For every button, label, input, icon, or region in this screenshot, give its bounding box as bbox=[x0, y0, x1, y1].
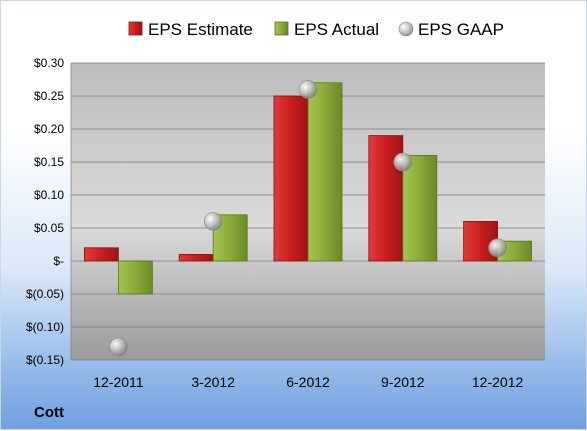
legend-marker bbox=[398, 21, 414, 37]
y-tick-label: $- bbox=[53, 254, 64, 268]
legend-label: EPS Estimate bbox=[148, 20, 253, 39]
y-tick-label: $0.30 bbox=[34, 56, 64, 70]
legend: EPS Estimate EPS Actual EPS GAAP bbox=[128, 20, 504, 39]
eps-gaap-marker bbox=[393, 152, 413, 172]
y-tick-label: $(0.15) bbox=[26, 353, 64, 367]
eps-actual-bar bbox=[307, 82, 343, 262]
y-tick-label: $0.20 bbox=[34, 122, 64, 136]
eps-gaap-marker bbox=[298, 80, 318, 99]
x-tick-label: 12-2011 bbox=[93, 374, 144, 390]
x-axis-ticks: 12-2011 3-2012 6-2012 9-2012 12-2012 bbox=[93, 374, 523, 390]
eps-estimate-bar bbox=[178, 253, 214, 262]
eps-estimate-bar bbox=[273, 95, 309, 262]
eps-gaap-marker bbox=[203, 212, 223, 231]
eps-estimate-bar bbox=[84, 247, 119, 262]
bars bbox=[84, 82, 533, 295]
y-axis-ticks: $(0.15) $(0.10) $(0.05) $- $0.05 $0.10 $0.15 $0… bbox=[26, 56, 64, 367]
legend-swatch bbox=[274, 21, 289, 36]
y-tick-label: $0.15 bbox=[34, 155, 64, 169]
eps-gaap-marker bbox=[109, 337, 128, 357]
legend-label: EPS GAAP bbox=[418, 20, 504, 39]
x-tick-label: 3-2012 bbox=[191, 374, 235, 390]
y-tick-label: $0.10 bbox=[34, 188, 64, 202]
y-tick-label: $0.25 bbox=[34, 89, 64, 103]
gaap-markers bbox=[109, 80, 507, 357]
legend-label: EPS Actual bbox=[294, 20, 379, 39]
x-tick-label: 6-2012 bbox=[286, 374, 330, 390]
eps-gaap-marker bbox=[488, 238, 507, 258]
y-tick-label: $0.05 bbox=[34, 221, 64, 235]
x-tick-label: 9-2012 bbox=[381, 374, 425, 390]
eps-actual-bar bbox=[402, 154, 438, 262]
x-tick-label: 12-2012 bbox=[472, 374, 524, 390]
y-tick-label: $(0.10) bbox=[26, 320, 64, 334]
y-tick-label: $(0.05) bbox=[26, 287, 64, 301]
legend-swatch bbox=[128, 21, 143, 36]
eps-actual-bar bbox=[118, 260, 153, 295]
company-name: Cott bbox=[34, 404, 64, 421]
